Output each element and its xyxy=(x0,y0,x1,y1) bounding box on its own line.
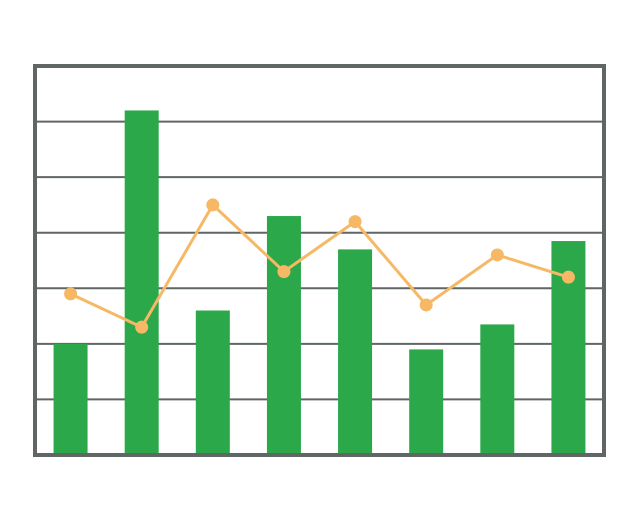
bar xyxy=(195,310,230,455)
bar xyxy=(338,249,373,455)
line-series xyxy=(64,198,575,334)
bar xyxy=(409,349,444,455)
bar-series xyxy=(53,110,586,455)
line-point xyxy=(419,298,433,312)
bar xyxy=(266,216,301,455)
plot-frame xyxy=(33,64,606,457)
line-point xyxy=(277,265,291,279)
line-point xyxy=(206,198,220,212)
line-point xyxy=(561,270,575,284)
line-point xyxy=(490,248,504,262)
line-point xyxy=(135,320,149,334)
line-point xyxy=(64,287,78,301)
bar xyxy=(53,343,88,455)
line-path xyxy=(69,202,569,330)
bar xyxy=(480,324,515,455)
bar xyxy=(124,110,159,455)
line-point xyxy=(348,215,362,229)
